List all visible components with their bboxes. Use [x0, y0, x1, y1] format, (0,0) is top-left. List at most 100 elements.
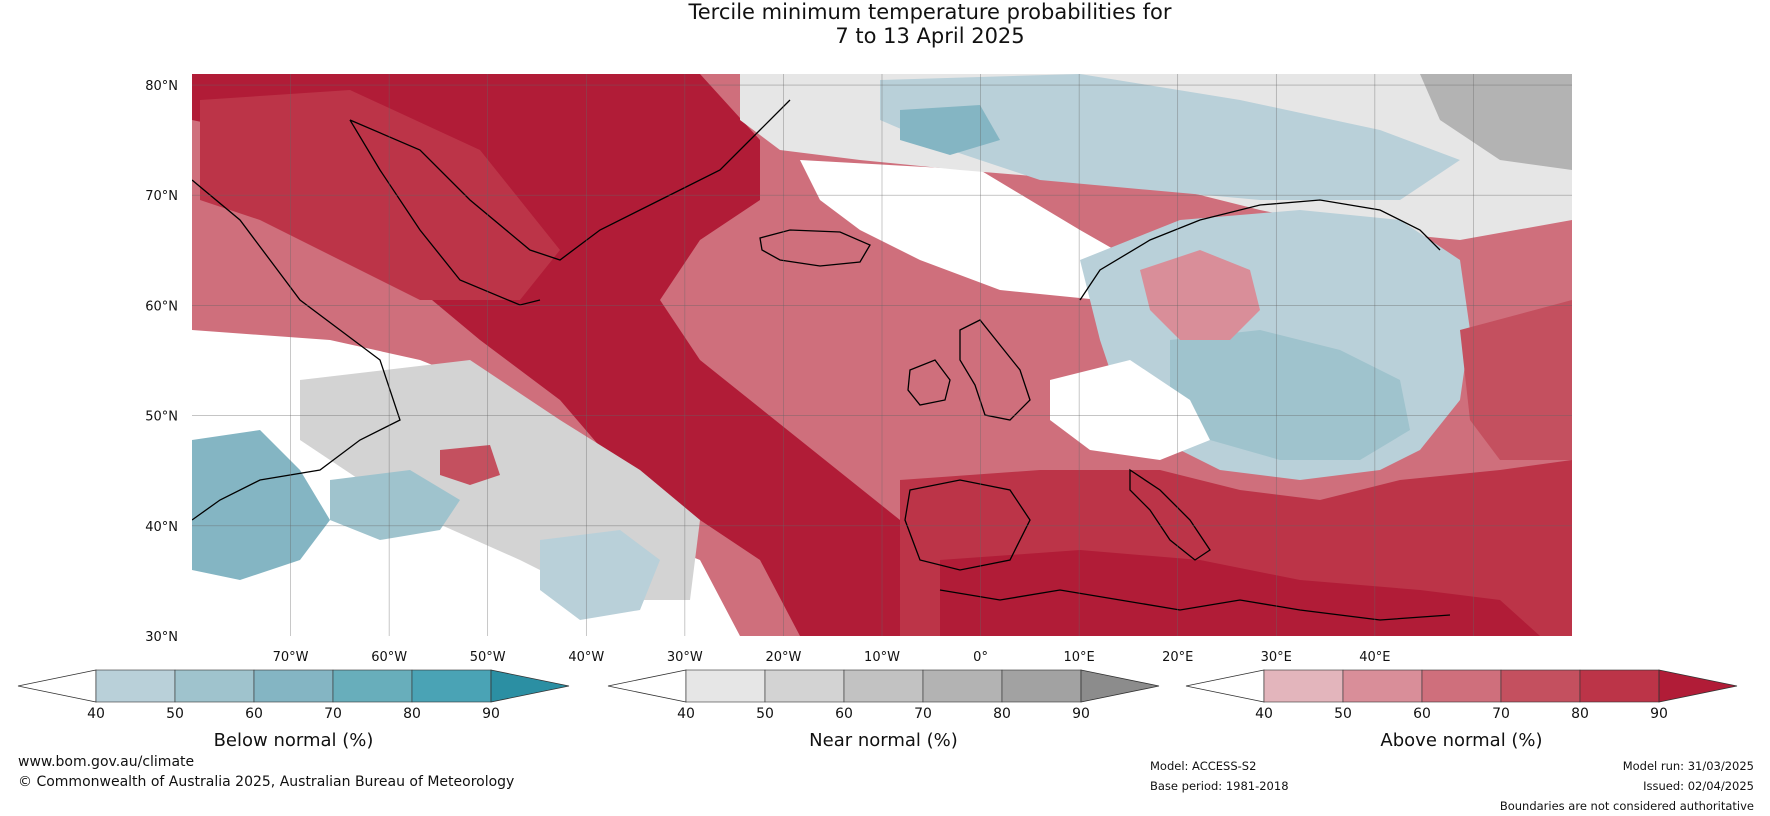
longitude-label: 50°W	[470, 650, 506, 665]
colorbar-title: Below normal (%)	[214, 730, 374, 751]
ireland	[907, 359, 951, 406]
colorbar-low-extend	[1185, 669, 1265, 703]
colorbar-tick-label: 60	[1413, 706, 1431, 722]
colorbar-tick-label: 80	[403, 706, 421, 722]
colorbar-segment	[1263, 669, 1344, 703]
mid-atlantic-below	[540, 530, 660, 620]
map-panel	[192, 74, 1572, 636]
latitude-label: 50°N	[145, 410, 178, 425]
canada-coast	[192, 179, 401, 521]
kara-sea-near-normal	[1420, 74, 1572, 170]
north-africa-warm-core	[940, 550, 1540, 636]
colorbar-segment	[1579, 669, 1660, 703]
title-line-1: Tercile minimum temperature probabilitie…	[688, 0, 1172, 24]
africa-coast	[939, 589, 1451, 621]
nova-scotia-below	[330, 470, 460, 540]
colorbar-segment	[1500, 669, 1581, 703]
boundary-disclaimer: Boundaries are not considered authoritat…	[1499, 799, 1754, 813]
colorbar-segment	[1342, 669, 1423, 703]
western-europe-neutral	[1050, 360, 1210, 460]
colorbar-segment	[1421, 669, 1502, 703]
copyright-text: © Commonwealth of Australia 2025, Austra…	[18, 774, 515, 790]
baltic-warm	[1140, 250, 1260, 340]
colorbar-tick-label: 50	[756, 706, 774, 722]
colorbar-high-extend	[1658, 669, 1738, 703]
svalbard-below-strong	[900, 105, 1000, 155]
colorbar-tick-label: 80	[993, 706, 1011, 722]
longitude-label: 10°E	[1064, 650, 1095, 665]
colorbar-tick-label: 70	[324, 706, 342, 722]
colorbar-segment	[253, 669, 334, 703]
footer-model-info: Model: ACCESS-S2 Base period: 1981-2018	[1150, 756, 1289, 796]
colorbar-high-extend	[490, 669, 570, 703]
website-link[interactable]: www.bom.gov.au/climate	[18, 754, 195, 770]
colorbar-tick-label: 50	[1334, 706, 1352, 722]
colorbar-tick-label: 70	[914, 706, 932, 722]
latitude-label: 60°N	[145, 299, 178, 314]
colorbar-segment	[685, 669, 766, 703]
colorbar-segment	[922, 669, 1003, 703]
colorbar-segment	[764, 669, 845, 703]
title-line-2: 7 to 13 April 2025	[835, 24, 1025, 48]
colorbar-high-extend	[1080, 669, 1160, 703]
longitude-label: 60°W	[371, 650, 407, 665]
british-isles	[959, 319, 1031, 421]
colorbar-segment	[843, 669, 924, 703]
longitude-label: 20°E	[1162, 650, 1193, 665]
map-title: Tercile minimum temperature probabilitie…	[0, 0, 1770, 48]
labrador-warm-patch	[440, 445, 500, 485]
colorbar-low-extend	[17, 669, 97, 703]
scandinavia-coast	[1079, 199, 1441, 301]
coastlines	[192, 99, 1451, 621]
longitude-label: 40°W	[568, 650, 604, 665]
colorbar-3: 40 50 60 70 80 90 Above normal (%)	[1185, 669, 1738, 751]
colorbar-segment	[95, 669, 176, 703]
colorbar-tick-label: 60	[245, 706, 263, 722]
colorbar-title: Above normal (%)	[1380, 730, 1542, 751]
newfoundland-below	[192, 430, 330, 580]
italy	[1129, 468, 1211, 561]
colorbar-1: 40 50 60 70 80 90 Below normal (%)	[17, 669, 570, 751]
base-period: Base period: 1981-2018	[1150, 779, 1289, 793]
colorbar-tick-label: 90	[1650, 706, 1668, 722]
footer-left: www.bom.gov.au/climate © Commonwealth of…	[18, 752, 514, 792]
colorbar-2: 40 50 60 70 80 90 Near normal (%)	[607, 669, 1160, 751]
barents-below	[880, 74, 1460, 200]
footer-run-info: Model run: 31/03/2025 Issued: 02/04/2025…	[1500, 756, 1754, 816]
issued-date: Issued: 02/04/2025	[1643, 779, 1754, 793]
greenland-coast	[349, 99, 791, 261]
longitude-label: 30°E	[1261, 650, 1292, 665]
colorbar-tick-label: 70	[1492, 706, 1510, 722]
colorbar-tick-label: 80	[1571, 706, 1589, 722]
latitude-label: 70°N	[145, 189, 178, 204]
latitude-label: 30°N	[145, 630, 178, 645]
colorbar-tick-label: 60	[835, 706, 853, 722]
colorbar-tick-label: 90	[482, 706, 500, 722]
colorbar-tick-label: 50	[166, 706, 184, 722]
colorbar-tick-label: 40	[1255, 706, 1273, 722]
longitude-label: 30°W	[667, 650, 703, 665]
colorbar-segment	[332, 669, 413, 703]
longitude-label: 40°E	[1359, 650, 1390, 665]
model-run: Model run: 31/03/2025	[1622, 759, 1754, 773]
colorbar-segment	[174, 669, 255, 703]
colorbar-title: Near normal (%)	[809, 730, 958, 751]
colorbar-tick-label: 40	[677, 706, 695, 722]
greenland-west-coast	[349, 119, 541, 306]
longitude-label: 70°W	[273, 650, 309, 665]
longitude-label: 0°	[973, 650, 988, 665]
colorbar-low-extend	[607, 669, 687, 703]
latitude-label: 80°N	[145, 79, 178, 94]
colorbar-segment	[1001, 669, 1082, 703]
iberia-coast	[904, 479, 1031, 571]
colorbar-segment	[411, 669, 492, 703]
latitude-label: 40°N	[145, 520, 178, 535]
iceland	[759, 229, 871, 267]
colorbars: 40 50 60 70 80 90 Below normal (%) 40 50 60 70 80 90…	[17, 669, 1738, 751]
longitude-label: 20°W	[765, 650, 801, 665]
model-name: Model: ACCESS-S2	[1150, 759, 1257, 773]
east-europe-below	[1170, 330, 1410, 460]
longitude-label: 10°W	[864, 650, 900, 665]
colorbar-tick-label: 40	[87, 706, 105, 722]
